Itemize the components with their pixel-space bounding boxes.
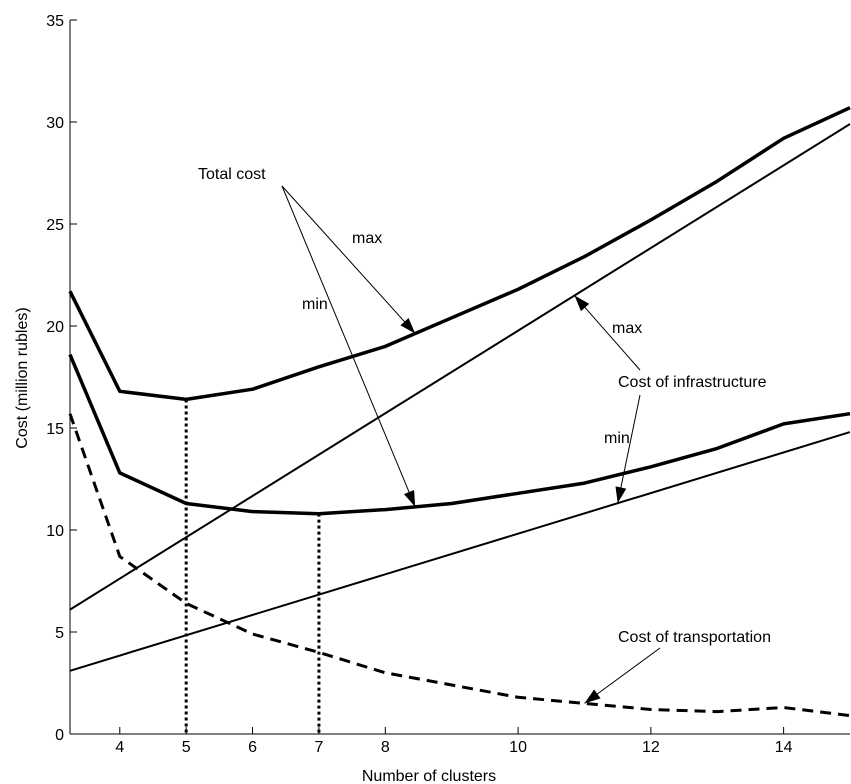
x-axis-label: Number of clusters	[362, 768, 496, 784]
x-tick-label: 5	[182, 739, 191, 756]
x-tick-label: 8	[381, 739, 390, 756]
arrow-total-max-line	[281, 185, 416, 334]
y-tick-label: 30	[46, 115, 64, 132]
arrow-total-min-line	[281, 185, 416, 508]
infrastructure-label: Cost of infrastructure	[618, 374, 767, 391]
x-tick-label: 7	[314, 739, 323, 756]
x-tick-label: 12	[642, 739, 660, 756]
y-tick-label: 10	[46, 523, 64, 540]
series-transport-line	[68, 413, 851, 718]
y-axis-label: Cost (million rubles)	[14, 307, 31, 448]
arrow-transport-head	[584, 689, 601, 704]
series-total-max-line	[68, 106, 851, 402]
arrow-total-max-head	[400, 317, 416, 334]
series-infra-min-line	[69, 431, 851, 672]
annotations: Total cost max min Cost of infrastructur…	[198, 166, 771, 704]
x-tick-label: 14	[775, 739, 793, 756]
guide-lines	[184, 399, 321, 734]
min-infra-label: min	[604, 430, 630, 447]
arrow-infra-min-head	[615, 486, 627, 504]
series-infra-max-line	[69, 123, 851, 611]
max-infra-label: max	[612, 320, 642, 337]
x-tick-label: 4	[115, 739, 124, 756]
x-tick-label: 10	[509, 739, 527, 756]
y-tick-label: 5	[55, 625, 64, 642]
arrow-total-min-head	[403, 489, 416, 507]
arrow-infra-max-line	[574, 295, 641, 371]
y-tick-label: 15	[46, 421, 64, 438]
y-tick-label: 0	[55, 727, 64, 744]
total-cost-label: Total cost	[198, 166, 266, 183]
transportation-label: Cost of transportation	[618, 629, 771, 646]
arrow-infra-max-head	[574, 295, 590, 312]
min-total-label: min	[302, 296, 328, 313]
y-tick-label: 20	[46, 319, 64, 336]
y-tick-label: 25	[46, 217, 64, 234]
axes: 0 5 10 15 20 25 30 35 4 5 6 7 8 10 12 14	[46, 13, 850, 756]
y-tick-label: 35	[46, 13, 64, 30]
max-total-label: max	[352, 230, 382, 247]
arrow-infra-min-line	[617, 394, 641, 504]
x-tick-label: 6	[248, 739, 257, 756]
